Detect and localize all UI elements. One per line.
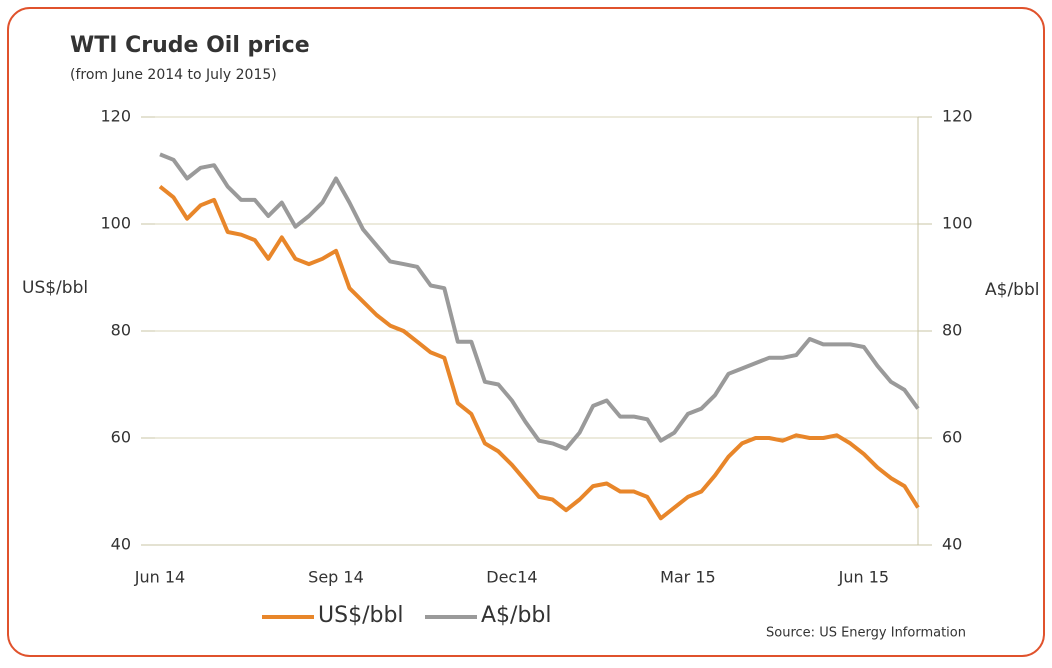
legend-label: A$/bbl bbox=[481, 603, 552, 628]
y-tick-label: 60 bbox=[111, 428, 131, 447]
x-tick-label: Dec14 bbox=[486, 568, 537, 587]
series-line bbox=[159, 152, 920, 451]
x-tick-label: Jun 14 bbox=[134, 568, 185, 587]
x-tick-label: Sep 14 bbox=[308, 568, 364, 587]
y2-axis-label: A$/bbl bbox=[985, 280, 1039, 300]
y2-tick-label: 100 bbox=[942, 214, 973, 233]
chart-subtitle: (from June 2014 to July 2015) bbox=[70, 67, 277, 83]
y-tick-label: 80 bbox=[111, 321, 131, 340]
y2-tick-label: 40 bbox=[942, 535, 962, 554]
chart-title: WTI Crude Oil price bbox=[70, 33, 310, 58]
y-tick-label: 40 bbox=[111, 535, 131, 554]
frame bbox=[7, 7, 1045, 657]
source: Source: US Energy Information bbox=[766, 626, 966, 641]
y2-tick-label: 120 bbox=[942, 107, 973, 126]
y-tick-label: 100 bbox=[100, 214, 131, 233]
series-line bbox=[158, 185, 920, 521]
x-tick-label: Mar 15 bbox=[660, 568, 716, 587]
y2-tick-label: 60 bbox=[942, 428, 962, 447]
y-tick-label: 120 bbox=[100, 107, 131, 126]
y2-tick-label: 80 bbox=[942, 321, 962, 340]
legend-label: US$/bbl bbox=[318, 603, 404, 628]
y-axis-label: US$/bbl bbox=[22, 278, 88, 298]
x-tick-label: Jun 15 bbox=[838, 568, 889, 587]
